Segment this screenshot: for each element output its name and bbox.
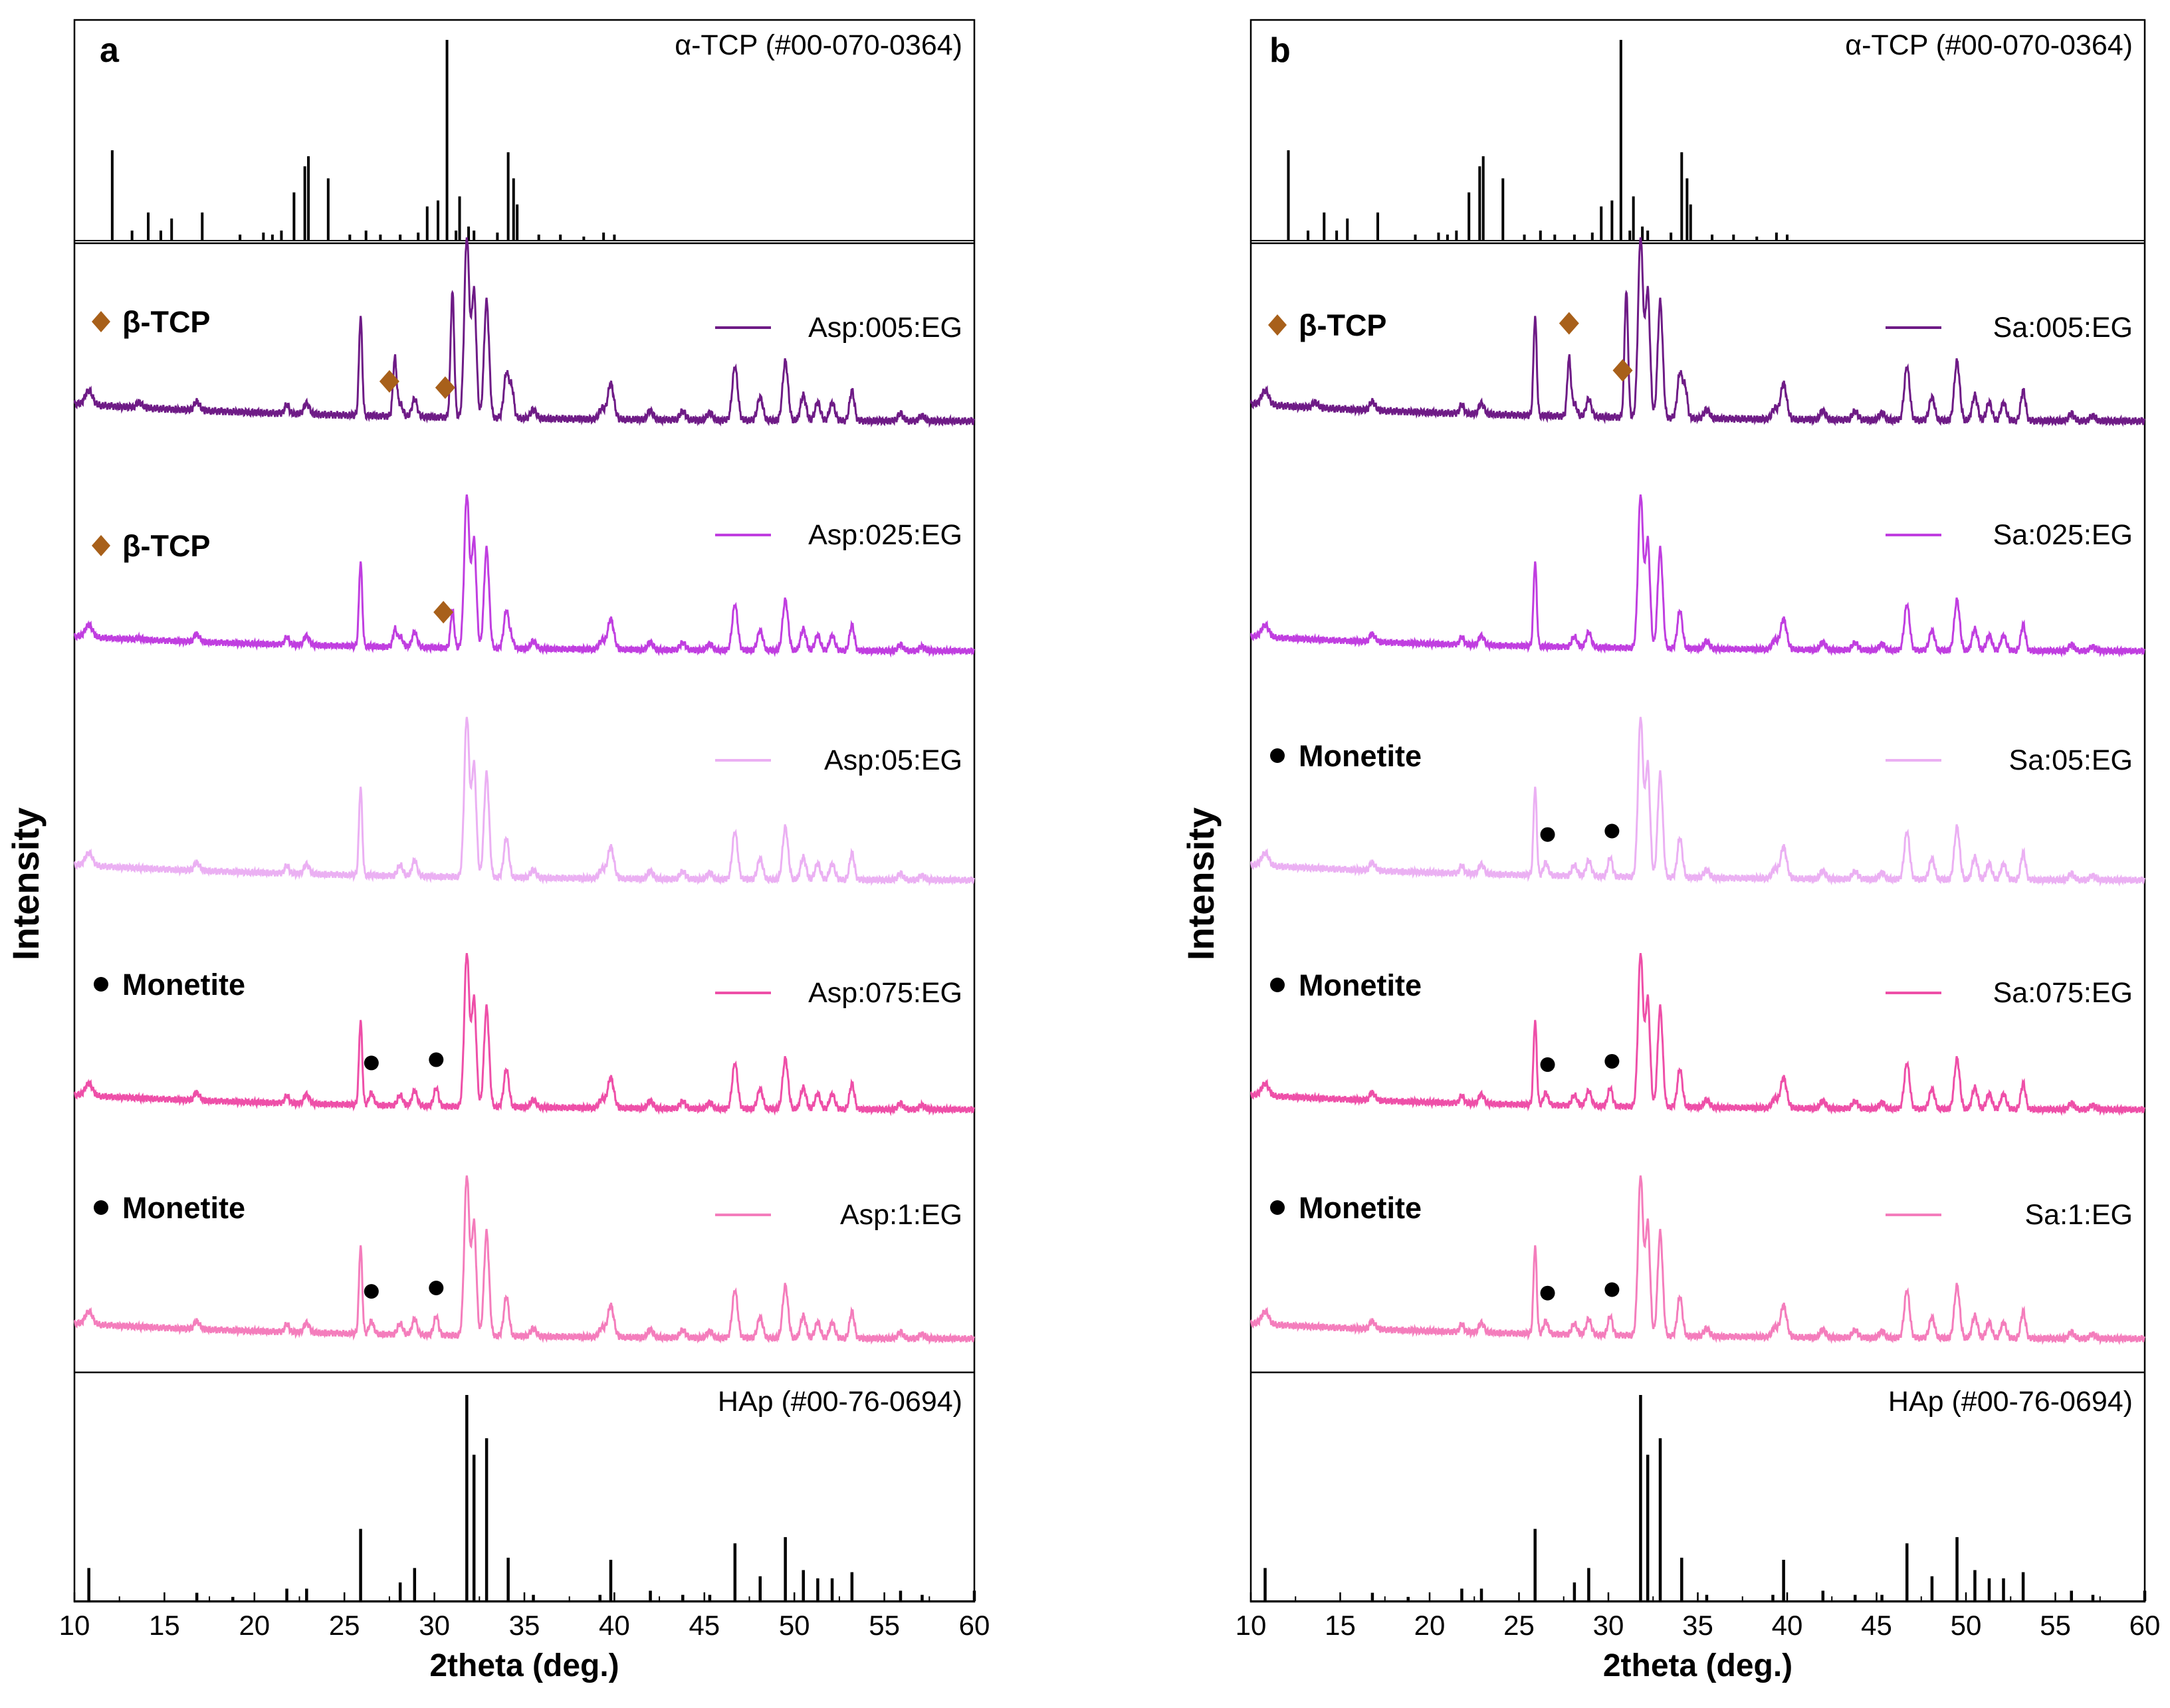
legend-label: Asp:05:EG: [824, 744, 962, 776]
x-tick-label: 60: [2129, 1610, 2161, 1641]
circle-legend-marker: [1270, 1200, 1285, 1215]
diamond-legend-marker: [1268, 314, 1287, 336]
plot-frame: [73, 19, 976, 1603]
x-tick-label: 10: [1236, 1610, 1267, 1641]
x-tick-label: 45: [689, 1610, 720, 1641]
x-tick-label: 60: [959, 1610, 990, 1641]
diamond-legend-marker: [92, 535, 110, 556]
y-axis-label: Intensity: [1180, 807, 1222, 960]
x-tick-label: 50: [1951, 1610, 1982, 1641]
phase-annotation: Monetite: [122, 1191, 245, 1225]
x-tick-label: 15: [149, 1610, 180, 1641]
x-tick-label: 15: [1325, 1610, 1356, 1641]
circle-legend-marker: [94, 977, 108, 992]
monetite-marker: [1540, 1285, 1555, 1301]
monetite-marker: [364, 1055, 379, 1071]
series-line: [1249, 237, 2145, 428]
x-tick-label: 50: [779, 1610, 810, 1641]
y-axis-label: Intensity: [5, 807, 47, 960]
monetite-marker: [1540, 1057, 1555, 1072]
monetite-marker: [1604, 1053, 1620, 1069]
x-tick-label: 35: [509, 1610, 540, 1641]
bottom-reference-label: HAp (#00-76-0694): [1888, 1386, 2133, 1418]
monetite-marker: [1604, 823, 1620, 839]
legend-label: Sa:1:EG: [2024, 1199, 2133, 1231]
beta-tcp-marker: [433, 601, 454, 624]
x-axis-label: 2theta (deg.): [1603, 1648, 1792, 1683]
panel-letter: b: [1269, 31, 1291, 70]
series-line: [74, 494, 975, 658]
monetite-marker: [1540, 827, 1555, 842]
circle-legend-marker: [1270, 748, 1285, 763]
diamond-legend-marker: [92, 311, 110, 332]
phase-annotation: β-TCP: [122, 529, 210, 563]
x-tick-label: 20: [1414, 1610, 1446, 1641]
legend-label: Asp:075:EG: [808, 977, 962, 1009]
x-tick-label: 45: [1861, 1610, 1892, 1641]
x-tick-label: 40: [599, 1610, 630, 1641]
phase-annotation: Monetite: [1299, 1191, 1422, 1225]
series-line: [1250, 494, 2145, 658]
legend-label: Asp:1:EG: [840, 1199, 962, 1231]
legend-label: Asp:005:EG: [808, 312, 962, 344]
x-tick-label: 35: [1682, 1610, 1713, 1641]
x-tick-label: 55: [2040, 1610, 2071, 1641]
circle-legend-marker: [1270, 978, 1285, 992]
series-line: [74, 952, 975, 1117]
series-line: [73, 716, 975, 887]
phase-annotation: Monetite: [1299, 739, 1422, 773]
phase-annotation: Monetite: [1299, 968, 1422, 1002]
legend-label: Sa:05:EG: [2009, 744, 2133, 776]
plot-frame: [1249, 19, 2146, 1603]
series-line: [1249, 716, 2145, 887]
phase-annotation: β-TCP: [122, 305, 210, 339]
phase-annotation: Monetite: [122, 968, 245, 1002]
series-line: [1250, 952, 2145, 1117]
top-reference-label: α-TCP (#00-070-0364): [675, 29, 962, 61]
legend-label: Sa:075:EG: [1993, 977, 2133, 1009]
phase-annotation: β-TCP: [1299, 308, 1386, 342]
x-tick-label: 20: [239, 1610, 270, 1641]
legend-label: Sa:005:EG: [1993, 312, 2133, 344]
top-reference-label: α-TCP (#00-070-0364): [1845, 29, 2133, 61]
x-tick-label: 55: [869, 1610, 900, 1641]
x-tick-label: 25: [329, 1610, 360, 1641]
x-tick-label: 30: [419, 1610, 450, 1641]
beta-tcp-marker: [435, 376, 455, 399]
x-tick-label: 40: [1772, 1610, 1803, 1641]
x-tick-label: 25: [1503, 1610, 1535, 1641]
series-line: [1249, 1175, 2145, 1346]
legend-label: Sa:025:EG: [1993, 519, 2133, 551]
beta-tcp-marker: [379, 370, 399, 393]
monetite-marker: [429, 1280, 444, 1295]
series-line: [73, 1175, 975, 1345]
monetite-marker: [1604, 1282, 1620, 1297]
monetite-marker: [364, 1284, 379, 1299]
beta-tcp-marker: [1612, 359, 1633, 382]
series-line: [73, 237, 975, 428]
circle-legend-marker: [94, 1200, 108, 1215]
bottom-reference-label: HAp (#00-76-0694): [718, 1386, 962, 1418]
x-tick-label: 30: [1593, 1610, 1624, 1641]
x-tick-label: 10: [59, 1610, 90, 1641]
panel-letter: a: [100, 31, 120, 70]
x-axis-label: 2theta (deg.): [429, 1648, 619, 1683]
monetite-marker: [429, 1052, 444, 1067]
beta-tcp-marker: [1559, 312, 1579, 335]
legend-label: Asp:025:EG: [808, 519, 962, 551]
